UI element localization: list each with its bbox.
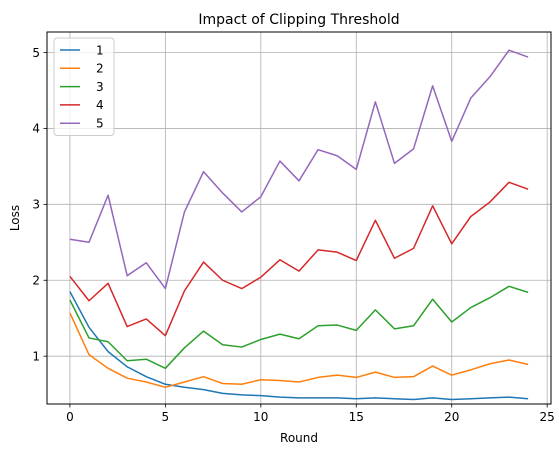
series-lines [69,49,529,401]
legend-label-4: 4 [96,98,104,112]
grid [47,32,551,404]
x-axis-title: Round [280,431,318,445]
legend-label-5: 5 [96,117,104,131]
series-line-3 [69,285,529,370]
y-tick-label: 4 [32,122,40,136]
x-tick-label: 20 [444,410,459,424]
y-tick-label: 2 [32,274,40,288]
series-line-4 [69,181,529,337]
chart-title: Impact of Clipping Threshold [198,12,399,28]
y-tick-label: 1 [32,349,40,363]
legend-box [53,37,115,136]
x-tick-label: 5 [162,410,170,424]
x-tick-label: 15 [349,410,364,424]
series-line-5 [69,49,529,290]
y-tick-label: 5 [32,46,40,60]
legend: 1 2 3 4 5 [53,37,115,136]
legend-label-1: 1 [96,43,104,57]
plot-frame [46,31,552,405]
series-line-2 [69,312,529,389]
y-tick-label: 3 [32,198,40,212]
x-tick-label: 25 [540,410,555,424]
series-line-1 [69,291,529,401]
legend-label-2: 2 [96,62,104,76]
x-tick-label: 10 [253,410,268,424]
y-axis-title: Loss [8,205,22,231]
legend-label-3: 3 [96,80,104,94]
x-tick-label: 0 [66,410,74,424]
